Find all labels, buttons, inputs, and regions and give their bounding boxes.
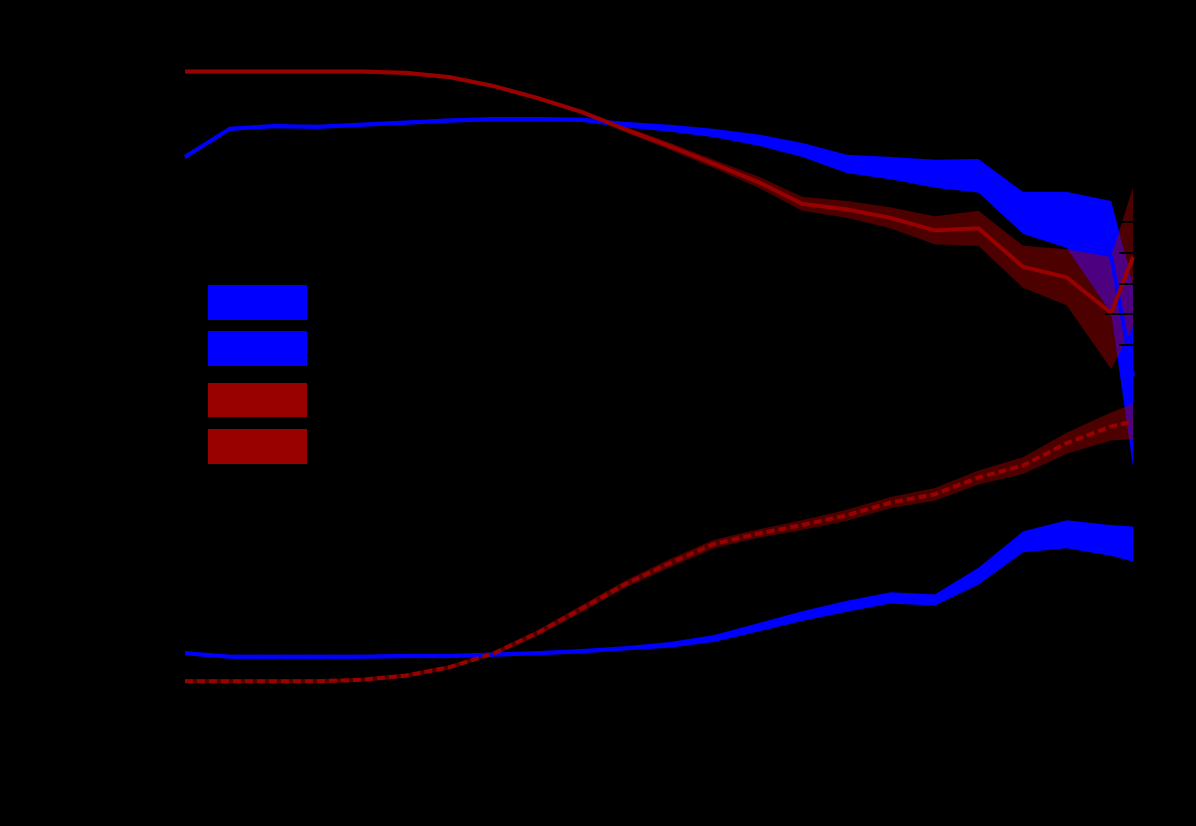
red-dashed-lower-band [185, 404, 1133, 684]
legend-item-red-1 [208, 383, 307, 418]
red-dashed-lower-line [185, 419, 1134, 684]
blue-dashed-lower-line [184, 532, 1134, 659]
legend-item-blue-1 [208, 285, 307, 320]
legend-swatch-red [208, 429, 307, 464]
right-axis-ticks [1105, 221, 1133, 346]
blue-solid-upper-band [185, 117, 1133, 467]
legend-item-red-2 [208, 429, 307, 464]
blue-solid-upper-line [183, 117, 1135, 377]
legend-item-blue-2 [208, 331, 307, 366]
legend-swatch-blue [208, 285, 307, 320]
red-solid-upper-band [185, 69, 1133, 370]
legend-swatch-blue [208, 331, 307, 366]
blue-dashed-lower-band [185, 520, 1133, 659]
uncertainty-bands [185, 69, 1133, 684]
red-solid-upper-line [185, 69, 1135, 317]
legend-swatch-red [208, 383, 307, 417]
series-lines [183, 69, 1135, 684]
